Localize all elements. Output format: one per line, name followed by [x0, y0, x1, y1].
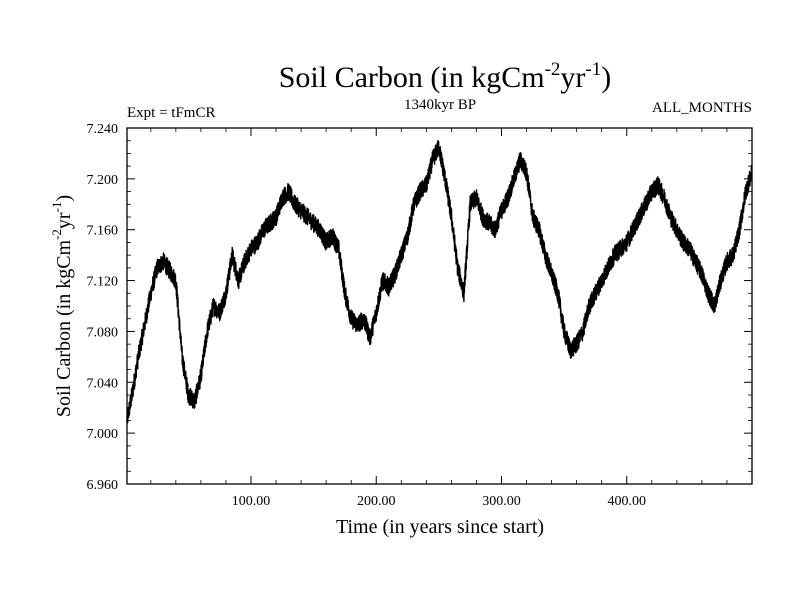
- y-tick-label: 7.200: [87, 173, 119, 188]
- y-tick-label: 7.080: [87, 325, 119, 340]
- x-axis-label: Time (in years since start): [336, 516, 544, 538]
- y-axis-label: Soil Carbon (in kgCm-2yr-1): [49, 195, 75, 417]
- x-tick-label: 100.00: [232, 494, 271, 509]
- y-tick-label: 7.160: [87, 224, 119, 239]
- y-tick-label: 7.040: [87, 376, 119, 391]
- y-tick-label: 7.000: [87, 427, 119, 442]
- y-tick-label: 7.120: [87, 275, 119, 290]
- months-label: ALL_MONTHS: [652, 100, 752, 116]
- soil-carbon-series-line: [126, 140, 753, 424]
- y-tick-label: 7.240: [87, 122, 119, 137]
- y-axis: 6.960 7.000 7.040 7.080 7.120 7.160 7.200 7.240: [87, 122, 752, 493]
- y-tick-label: 6.960: [87, 478, 119, 493]
- experiment-label: Expt = tFmCR: [127, 105, 215, 121]
- x-axis: 100.00 200.00 300.00 400.00: [150, 128, 728, 509]
- period-label: 1340kyr BP: [404, 97, 476, 113]
- x-tick-label: 200.00: [357, 494, 396, 509]
- chart-title: Soil Carbon (in kgCm-2yr-1): [279, 59, 612, 94]
- x-tick-label: 400.00: [607, 494, 646, 509]
- x-tick-label: 300.00: [482, 494, 521, 509]
